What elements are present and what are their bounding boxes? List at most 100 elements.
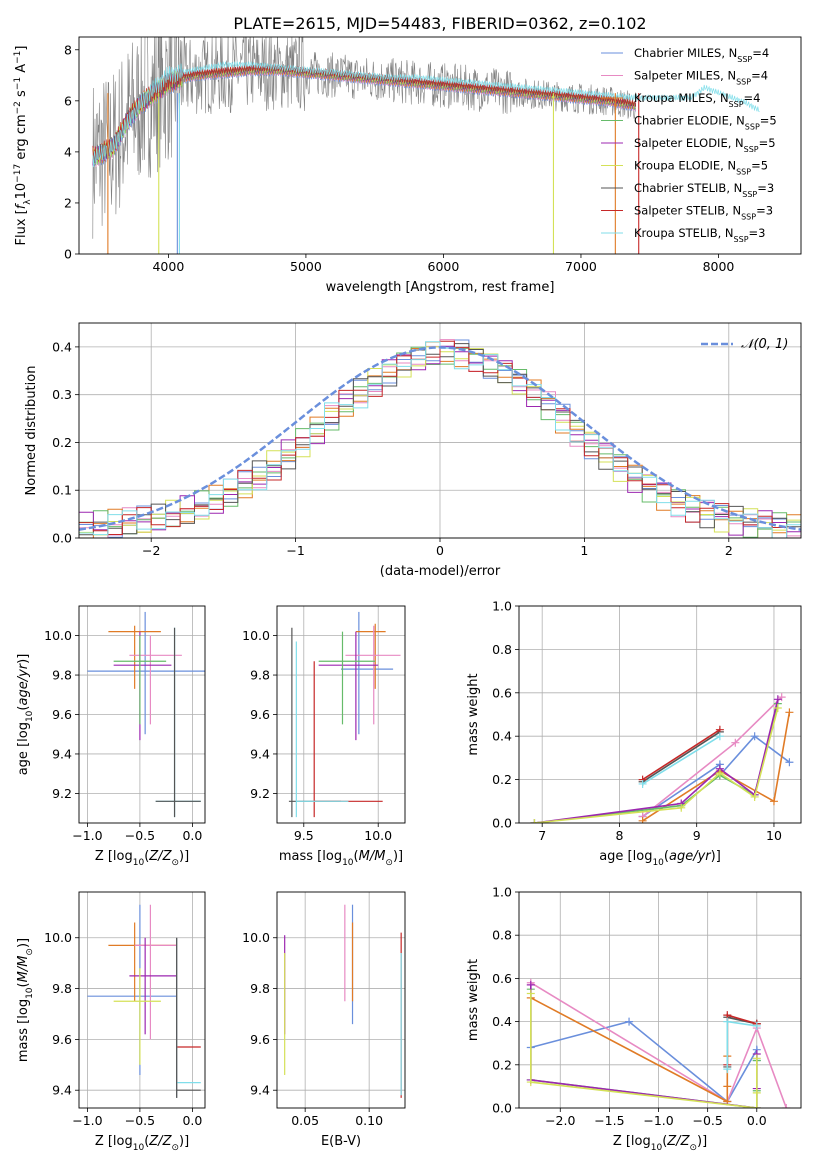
plot-frame [518,605,802,824]
y-tick-label: 9.8 [250,668,270,683]
mass-weight-line [530,989,758,1108]
mass-weight-marker [731,738,740,747]
x-tick-label: 8 [615,828,623,843]
mass-weight-line [530,993,758,1108]
y-tick-label: 9.4 [250,1083,270,1098]
y-axis-label: Normed distribution [24,366,39,496]
y-axis-label: mass [log10(M/M⊙)] [16,938,35,1062]
x-tick-label: −0.5 [125,1113,155,1128]
mass-weight-marker [782,1104,791,1108]
y-tick-label: 0.0 [52,531,72,546]
mass-weight-marker [526,1078,535,1087]
x-tick-label: −1.0 [72,1113,102,1128]
mass-weight-marker [752,1021,761,1030]
y-tick-label: 9.4 [52,1083,72,1098]
plot-frame [518,891,802,1109]
mass-weight-marker [785,758,794,767]
plot-frame [276,891,406,1109]
chart-mass-vs-ebv: 0.05 0.10 9.4 9.6 9.8 10.0 E(B-V) [242,891,406,1149]
x-tick-label: −2.0 [545,1113,575,1128]
plot-frame [78,322,802,539]
mass-weight-marker [752,1088,761,1097]
plot-area [288,611,401,818]
y-tick-label: 0.8 [492,642,512,657]
mass-weight-marker [526,989,535,998]
mass-weight-marker [625,1017,634,1026]
y-tick-label: 0.2 [492,1057,512,1072]
y-tick-label: 0.3 [52,387,72,402]
x-tick-label: 0.0 [182,828,202,843]
y-tick-label: 0.4 [52,339,72,354]
y-tick-label: 2 [64,195,72,210]
mass-weight-marker [752,1054,761,1063]
plot-area [530,693,794,823]
legend-entry-label: Salpeter MILES, NSSP=4 [634,69,768,87]
spectrum-legend: Chabrier MILES, NSSP=4 Salpeter MILES, NS… [601,46,777,244]
x-tick-label: −2 [142,543,160,558]
legend-entry-label: Kroupa MILES, NSSP=4 [634,91,760,109]
legend-entry-label: Kroupa ELODIE, NSSP=5 [634,159,768,177]
mass-weight-marker [638,816,647,823]
chart-mass-weight-vs-age: 7 8 9 10 0.0 0.2 0.4 0.6 0.8 1.0 age [log10(age/yr… [466,599,802,868]
mass-weight-marker [715,732,724,741]
y-tick-label: 9.6 [52,1032,72,1047]
mass-weight-marker [773,703,782,712]
gaussian-reference-line [79,346,801,531]
y-tick-label: 8 [64,42,72,57]
plot-frame [78,605,206,824]
x-tick-label: 2 [725,543,733,558]
x-tick-label: 9 [693,828,701,843]
y-tick-label: 0.4 [492,1014,512,1029]
y-tick-label: 9.8 [52,668,72,683]
y-tick-label: 0.4 [492,729,512,744]
legend-entry-label: Chabrier MILES, NSSP=4 [634,46,769,64]
x-tick-label: 9.5 [294,828,314,843]
x-tick-label: 0.0 [182,1113,202,1128]
y-tick-label: 6 [64,93,72,108]
legend-entry-label: Chabrier ELODIE, NSSP=5 [634,114,777,132]
page-title: PLATE=2615, MJD=54483, FIBERID=0362, z=0… [233,14,646,33]
y-tick-label: 9.4 [250,746,270,761]
plot-area [92,37,760,254]
y-tick-label: 10.0 [44,930,72,945]
chart-age-vs-mass: 9.5 10.0 9.2 9.4 9.6 9.8 10.0 mass [log10(M/M⊙)… [242,605,406,868]
y-tick-label: 9.6 [250,707,270,722]
y-tick-label: 0.2 [492,772,512,787]
y-tick-label: 9.8 [52,981,72,996]
mass-weight-marker [677,803,686,812]
mass-weight-marker [773,695,782,704]
plot-frame [276,605,406,824]
x-tick-label: −0.5 [692,1113,722,1128]
mass-weight-marker [723,1017,732,1026]
plot-frame [78,36,802,255]
plot-area [87,611,205,818]
legend-entry-label: Salpeter STELIB, NSSP=3 [634,204,773,222]
x-axis-label: Z [log10(Z/Z⊙)] [95,1134,189,1153]
x-tick-label: −0.5 [125,828,155,843]
y-tick-label: 9.6 [52,707,72,722]
legend-entry-label: Kroupa STELIB, NSSP=3 [634,226,765,244]
mass-weight-line [642,731,721,783]
y-tick-label: 9.2 [250,786,270,801]
chart-residuals: −2 −1 0 1 2 0.0 0.1 0.2 0.3 0.4 (data-model)/error… [24,322,802,579]
mass-weight-line [642,696,783,818]
model-spectrum-line [92,61,760,168]
y-tick-label: 10.0 [242,628,270,643]
plot-area [79,339,801,538]
x-tick-label: 6000 [428,259,460,274]
y-tick-label: 9.4 [52,746,72,761]
mass-weight-marker [750,732,759,741]
x-tick-label: 10.0 [364,828,392,843]
mass-weight-marker [723,1082,732,1091]
y-tick-label: 0.0 [492,816,512,831]
mass-weight-marker [715,769,724,778]
mass-weight-marker [638,779,647,788]
y-tick-label: 9.2 [52,786,72,801]
y-tick-label: 10.0 [242,930,270,945]
mass-weight-marker [769,797,778,806]
mass-weight-line [642,735,721,785]
y-tick-label: 0.0 [492,1101,512,1116]
mass-weight-marker [785,708,794,717]
histogram-step-line [79,340,801,538]
mass-weight-marker [530,819,539,823]
